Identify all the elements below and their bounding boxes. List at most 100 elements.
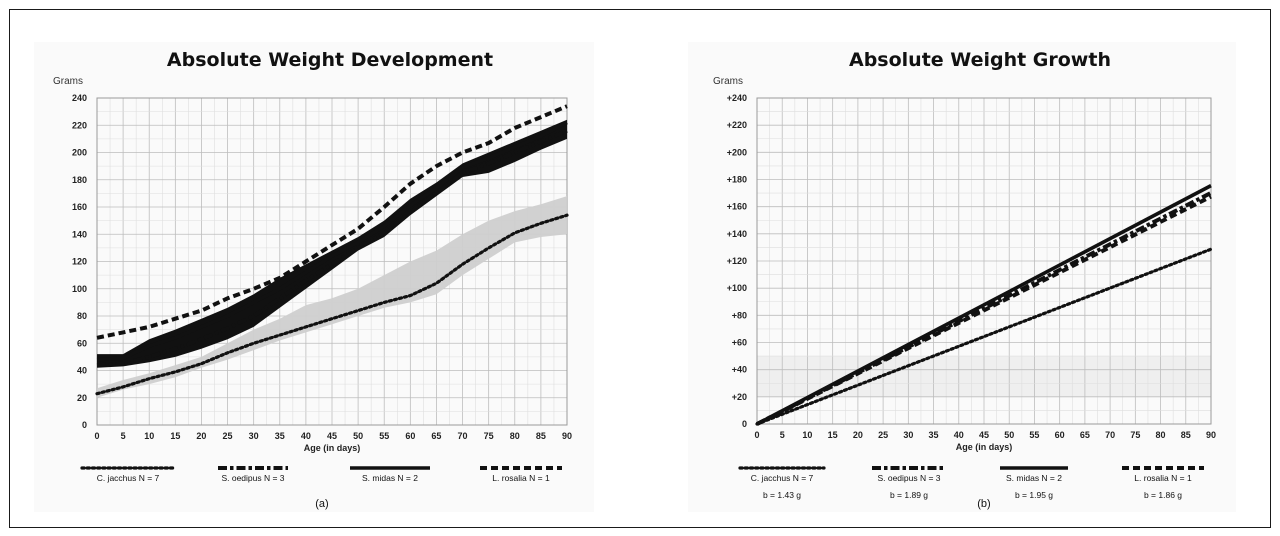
x-tick-label: 10 <box>802 430 812 440</box>
y-tick-label: 160 <box>72 202 87 212</box>
x-tick-label: 5 <box>780 430 785 440</box>
grid <box>96 97 568 426</box>
y-tick-label: +20 <box>732 392 747 402</box>
x-tick-label: 75 <box>484 431 494 441</box>
legend-label: L. rosalia N = 1 <box>1134 473 1192 483</box>
y-tick-label: +100 <box>727 283 747 293</box>
legend-slope: b = 1.95 g <box>1015 490 1053 500</box>
y-tick-label: +60 <box>732 338 747 348</box>
x-tick-label: 0 <box>94 431 99 441</box>
x-tick-label: 60 <box>1055 430 1065 440</box>
x-tick-label: 80 <box>1156 430 1166 440</box>
y-tick-label: 180 <box>72 175 87 185</box>
y-tick-label: 0 <box>742 419 747 429</box>
x-tick-label: 5 <box>121 431 126 441</box>
legend-label: S. oedipus N = 3 <box>877 473 940 483</box>
y-tick-label: +40 <box>732 365 747 375</box>
y-tick-label: 80 <box>77 311 87 321</box>
x-tick-label: 10 <box>144 431 154 441</box>
y-tick-label: 0 <box>82 420 87 430</box>
x-tick-label: 15 <box>170 431 180 441</box>
chart-panel-a: Absolute Weight Development Grams 0 20 40 60 8… <box>34 42 594 512</box>
panel-caption: (b) <box>977 498 990 510</box>
y-axis-label: Grams <box>53 76 83 87</box>
x-tick-label: 70 <box>1105 430 1115 440</box>
legend-slope: b = 1.86 g <box>1144 490 1182 500</box>
figure-frame: Absolute Weight Development Grams 0 20 40 60 8… <box>9 9 1271 528</box>
y-tick-label: +200 <box>727 147 747 157</box>
x-tick-label: 25 <box>223 431 233 441</box>
y-tick-label: 140 <box>72 229 87 239</box>
x-tick-label: 75 <box>1130 430 1140 440</box>
x-tick-label: 45 <box>979 430 989 440</box>
series-line <box>96 120 568 362</box>
series-line <box>96 104 568 340</box>
legend-label: S. midas N = 2 <box>1006 473 1062 483</box>
x-tick-label: 50 <box>1004 430 1014 440</box>
y-tick-label: 120 <box>72 257 87 267</box>
y-tick-label: +160 <box>727 202 747 212</box>
y-tick-label: 220 <box>72 120 87 130</box>
x-tick-label: 25 <box>878 430 888 440</box>
legend-label: S. oedipus N = 3 <box>221 473 284 483</box>
x-tick-label: 70 <box>458 431 468 441</box>
grid <box>756 97 1212 425</box>
x-tick-label: 90 <box>562 431 572 441</box>
x-tick-label: 60 <box>405 431 415 441</box>
x-tick-label: 35 <box>929 430 939 440</box>
chart-title: Absolute Weight Growth <box>849 49 1111 71</box>
y-tick-label: +80 <box>732 310 747 320</box>
x-tick-label: 85 <box>1181 430 1191 440</box>
legend-label: C. jacchus N = 7 <box>751 473 814 483</box>
y-tick-label: 60 <box>77 338 87 348</box>
y-tick-label: 240 <box>72 93 87 103</box>
x-tick-label: 20 <box>196 431 206 441</box>
x-tick-label: 30 <box>249 431 259 441</box>
x-axis-label: Age (in days) <box>304 443 361 453</box>
y-tick-label: 200 <box>72 148 87 158</box>
x-tick-label: 40 <box>954 430 964 440</box>
y-tick-label: 40 <box>77 366 87 376</box>
panel-caption: (a) <box>315 498 328 510</box>
x-tick-label: 90 <box>1206 430 1216 440</box>
x-tick-label: 45 <box>327 431 337 441</box>
legend-label: L. rosalia N = 1 <box>492 473 550 483</box>
legend-label: S. midas N = 2 <box>362 473 418 483</box>
legend-slope: b = 1.89 g <box>890 490 928 500</box>
series-line <box>96 128 568 368</box>
series-line <box>756 194 1212 426</box>
x-tick-label: 85 <box>536 431 546 441</box>
series-line <box>756 184 1212 426</box>
y-tick-label: 100 <box>72 284 87 294</box>
plot-border <box>756 97 1212 425</box>
x-tick-label: 40 <box>301 431 311 441</box>
series-line <box>95 213 569 396</box>
chart-panel-b: Absolute Weight Growth Grams 0 +20 +40 +60 +80… <box>688 42 1236 512</box>
legend-slope: b = 1.43 g <box>763 490 801 500</box>
figure-svg: Absolute Weight Development Grams 0 20 40 60 8… <box>34 42 1236 512</box>
plot-border <box>96 97 568 426</box>
series-line <box>755 247 1213 426</box>
x-tick-label: 55 <box>379 431 389 441</box>
x-axis-label: Age (in days) <box>956 442 1013 452</box>
y-axis-label: Grams <box>713 76 743 87</box>
panel-background <box>688 42 1236 512</box>
x-tick-label: 55 <box>1029 430 1039 440</box>
y-tick-label: +140 <box>727 229 747 239</box>
x-tick-label: 50 <box>353 431 363 441</box>
y-tick-label: +240 <box>727 93 747 103</box>
x-tick-label: 15 <box>828 430 838 440</box>
chart-title: Absolute Weight Development <box>167 49 493 71</box>
y-tick-label: +120 <box>727 256 747 266</box>
y-tick-label: +220 <box>727 120 747 130</box>
x-tick-label: 35 <box>275 431 285 441</box>
range-band <box>97 196 567 398</box>
x-tick-label: 65 <box>1080 430 1090 440</box>
x-tick-label: 80 <box>510 431 520 441</box>
y-tick-label: +180 <box>727 175 747 185</box>
x-tick-label: 30 <box>903 430 913 440</box>
x-tick-label: 0 <box>754 430 759 440</box>
x-tick-label: 65 <box>431 431 441 441</box>
x-tick-label: 20 <box>853 430 863 440</box>
legend-label: C. jacchus N = 7 <box>97 473 160 483</box>
